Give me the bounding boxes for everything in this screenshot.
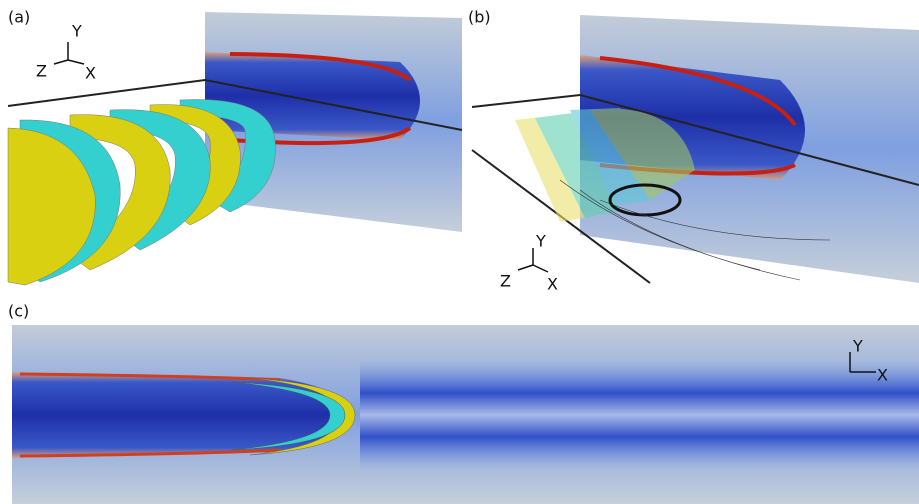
- shear-layer: [19, 448, 281, 458]
- panel-b: (b) Y Z X: [468, 8, 919, 294]
- shear-layer: [599, 56, 797, 127]
- axis-label: X: [85, 64, 96, 83]
- vortex-sheets: [515, 108, 695, 222]
- streamlines: [559, 179, 831, 281]
- axis-label: Z: [500, 272, 511, 291]
- axis-label: Y: [71, 22, 82, 41]
- domain-edge: [7, 78, 463, 131]
- domain-edge: [471, 93, 919, 186]
- streamlines: [608, 183, 682, 217]
- axis-triad: [53, 42, 85, 65]
- axis-label: Z: [36, 62, 47, 81]
- vortex-rings: [7, 99, 276, 286]
- panel-label: (c): [8, 302, 29, 321]
- wake-band: [205, 52, 420, 140]
- axis-triad: [849, 352, 876, 373]
- vortex-ring: [231, 381, 346, 451]
- axis-label: X: [547, 275, 558, 294]
- panel-label: (b): [468, 8, 491, 27]
- axis-triad: [517, 248, 549, 273]
- axis-label: Y: [535, 232, 546, 251]
- panel-label: (a): [8, 8, 30, 27]
- wake-band: [360, 360, 919, 470]
- axis-label: Y: [852, 337, 863, 356]
- wake-band: [12, 372, 352, 458]
- panel-a: (a) Y Z X: [7, 8, 463, 286]
- axis-label: X: [877, 366, 888, 385]
- panel-c: (c) Y X: [8, 302, 919, 504]
- shear-layer: [229, 52, 412, 82]
